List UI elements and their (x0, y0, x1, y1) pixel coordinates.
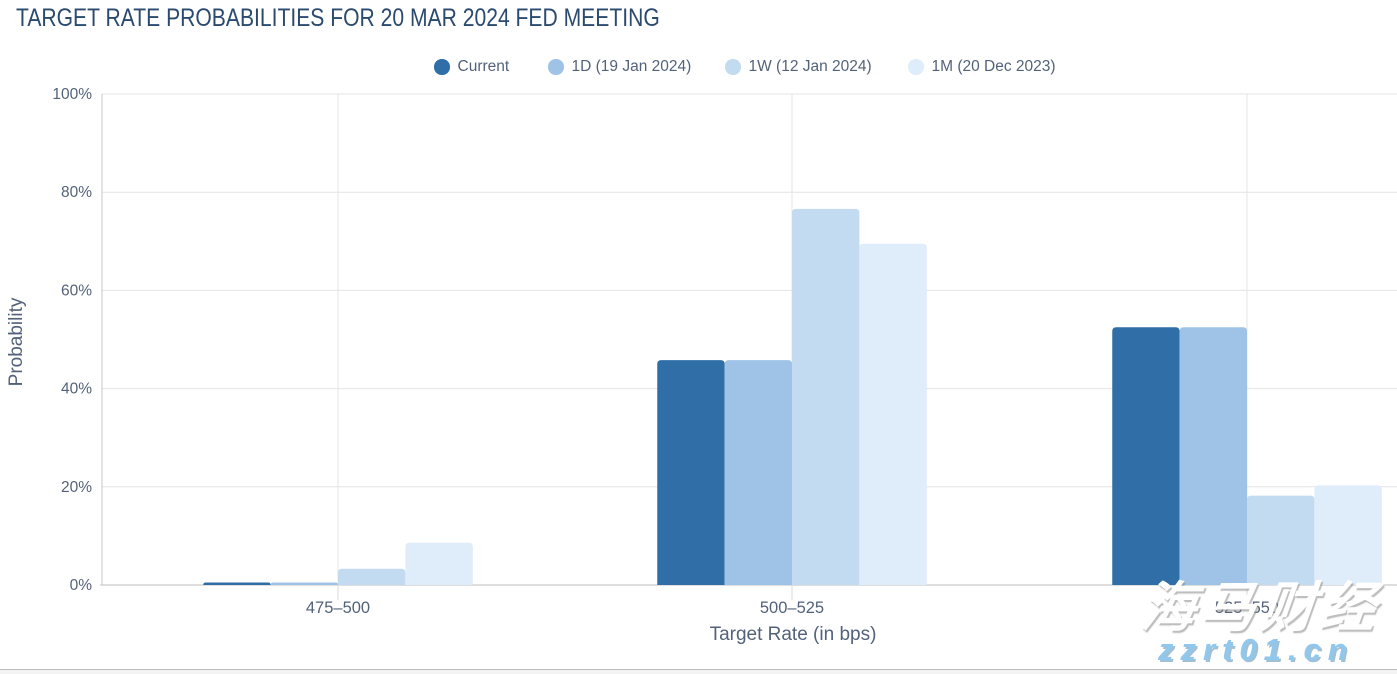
svg-text:20%: 20% (61, 479, 92, 496)
svg-text:40%: 40% (61, 381, 92, 398)
svg-text:Target Rate (in bps): Target Rate (in bps) (710, 624, 877, 645)
svg-text:60%: 60% (61, 282, 92, 299)
svg-text:525–550: 525–550 (1215, 599, 1279, 617)
svg-text:100%: 100% (52, 86, 92, 103)
svg-text:Probability: Probability (6, 297, 27, 386)
svg-text:80%: 80% (61, 184, 92, 201)
svg-text:475–500: 475–500 (306, 599, 370, 617)
svg-text:0%: 0% (70, 577, 93, 594)
svg-text:500–525: 500–525 (760, 599, 824, 617)
